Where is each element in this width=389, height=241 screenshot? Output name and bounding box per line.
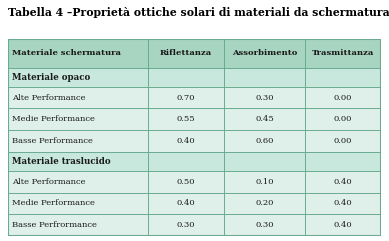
Bar xyxy=(8,39,381,68)
Bar xyxy=(8,152,381,171)
Text: Basse Perfrormance: Basse Perfrormance xyxy=(12,221,97,229)
Text: 0.40: 0.40 xyxy=(177,137,195,145)
Text: 0.30: 0.30 xyxy=(255,221,274,229)
Text: 0.20: 0.20 xyxy=(255,199,274,208)
Text: Alte Performance: Alte Performance xyxy=(12,94,86,101)
Text: 0.55: 0.55 xyxy=(177,115,195,123)
Text: 0.60: 0.60 xyxy=(255,137,274,145)
Text: 0.40: 0.40 xyxy=(334,199,352,208)
Text: Materiale schermatura: Materiale schermatura xyxy=(12,49,121,57)
Text: 0.40: 0.40 xyxy=(334,221,352,229)
Text: Medie Performance: Medie Performance xyxy=(12,199,95,208)
Text: Medie Performance: Medie Performance xyxy=(12,115,95,123)
Text: Materiale opaco: Materiale opaco xyxy=(12,73,91,82)
Text: 0.45: 0.45 xyxy=(255,115,274,123)
Text: Materiale traslucido: Materiale traslucido xyxy=(12,157,111,166)
Text: 0.30: 0.30 xyxy=(177,221,195,229)
Text: 0.40: 0.40 xyxy=(334,178,352,186)
Text: 0.40: 0.40 xyxy=(177,199,195,208)
Text: Basse Performance: Basse Performance xyxy=(12,137,93,145)
Text: 0.70: 0.70 xyxy=(177,94,195,101)
Text: 0.10: 0.10 xyxy=(255,178,274,186)
Text: Trasmittanza: Trasmittanza xyxy=(312,49,374,57)
Text: Tabella 4 –Proprietà ottiche solari di materiali da schermatura: Tabella 4 –Proprietà ottiche solari di m… xyxy=(8,7,389,18)
Text: 0.30: 0.30 xyxy=(255,94,274,101)
Text: Riflettanza: Riflettanza xyxy=(160,49,212,57)
Text: 0.00: 0.00 xyxy=(334,94,352,101)
Text: Assorbimento: Assorbimento xyxy=(232,49,297,57)
Bar xyxy=(8,68,381,87)
Text: 0.50: 0.50 xyxy=(177,178,195,186)
Text: 0.00: 0.00 xyxy=(334,115,352,123)
Text: 0.00: 0.00 xyxy=(334,137,352,145)
Text: Alte Performance: Alte Performance xyxy=(12,178,86,186)
